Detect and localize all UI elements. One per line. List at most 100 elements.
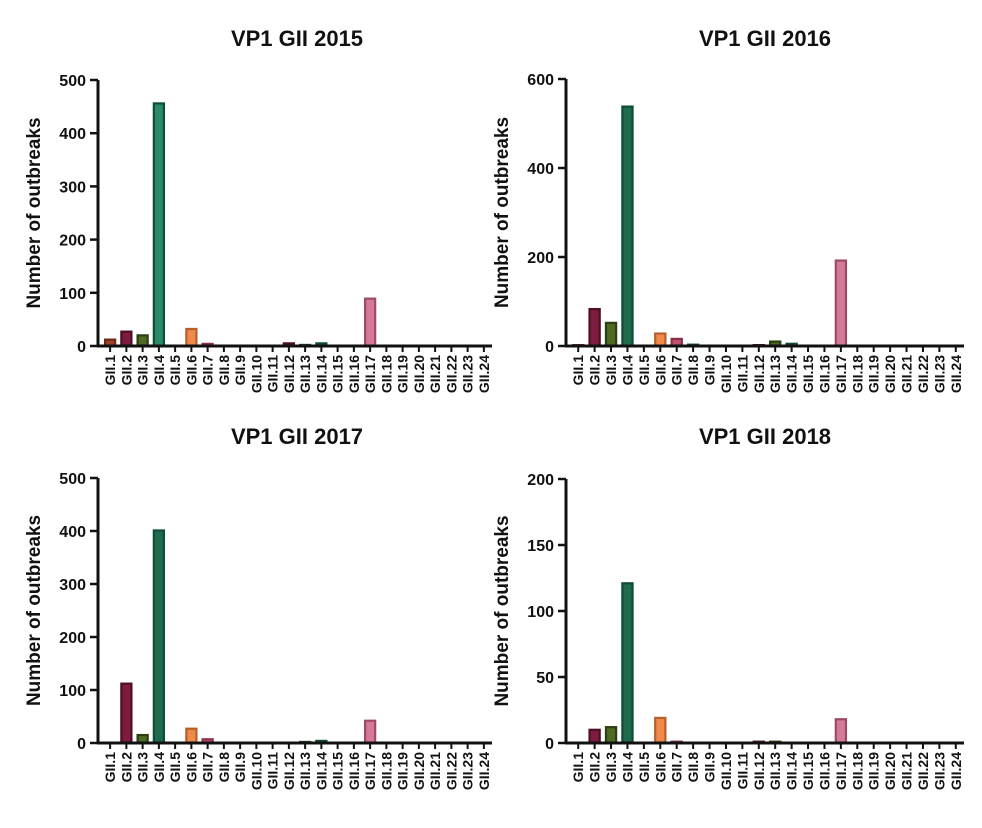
bar [834, 259, 848, 348]
x-category-label: GII.20 [411, 752, 427, 790]
x-category-label: GII.24 [948, 752, 964, 790]
y-tick-label: 500 [59, 73, 86, 90]
x-category-label: GII.7 [669, 752, 685, 783]
x-category-label: GII.17 [833, 355, 849, 393]
x-category-label: GII.13 [767, 355, 783, 393]
x-category-label: GII.12 [281, 355, 297, 393]
bar [185, 727, 198, 745]
chart-title: VP1 GII 2016 [699, 26, 831, 51]
x-category-label: GII.8 [216, 752, 232, 783]
x-category-label: GII.22 [915, 355, 931, 393]
x-category-label: GII.1 [570, 355, 586, 386]
x-category-label: GII.21 [899, 355, 915, 393]
x-category-label: GII.7 [200, 355, 216, 386]
x-category-label: GII.6 [183, 355, 199, 386]
y-tick-label: 300 [59, 577, 86, 594]
bar [654, 716, 667, 745]
y-tick-label: 50 [536, 670, 554, 687]
bar [588, 728, 601, 745]
bar [588, 307, 601, 348]
x-category-label: GII.9 [702, 752, 718, 783]
x-category-label: GII.24 [476, 355, 492, 393]
x-category-label: GII.23 [931, 752, 947, 790]
x-category-label: GII.14 [784, 752, 800, 790]
x-category-label: GII.4 [151, 355, 167, 386]
x-category-label: GII.18 [378, 355, 394, 393]
x-category-label: GII.3 [135, 355, 151, 386]
chart-title: VP1 GII 2018 [699, 424, 831, 449]
y-tick-label: 0 [77, 736, 86, 753]
x-category-label: GII.6 [652, 355, 668, 386]
x-category-label: GII.15 [330, 752, 346, 790]
x-category-label: GII.18 [849, 355, 865, 393]
x-category-label: GII.23 [931, 355, 947, 393]
bar [604, 726, 618, 745]
x-category-label: GII.21 [899, 752, 915, 790]
x-category-label: GII.20 [882, 355, 898, 393]
x-category-label: GII.7 [669, 355, 685, 386]
x-category-label: GII.23 [460, 752, 476, 790]
chart-title: VP1 GII 2017 [231, 424, 363, 449]
x-category-label: GII.24 [476, 752, 492, 790]
x-category-label: GII.4 [151, 752, 167, 783]
x-category-label: GII.7 [200, 752, 216, 783]
y-tick-label: 100 [59, 683, 86, 700]
y-tick-label: 200 [527, 250, 554, 267]
x-category-label: GII.2 [118, 752, 134, 783]
x-category-label: GII.2 [118, 355, 134, 386]
bar [185, 327, 198, 348]
x-category-label: GII.19 [866, 355, 882, 393]
x-category-label: GII.5 [167, 355, 183, 386]
y-axis-label: Number of outbreaks [492, 117, 513, 308]
x-category-label: GII.21 [427, 752, 443, 790]
x-category-label: GII.22 [443, 355, 459, 393]
x-category-label: GII.1 [102, 355, 118, 386]
y-tick-label: 0 [77, 339, 86, 356]
y-tick-label: 600 [527, 72, 554, 89]
y-tick-label: 200 [59, 233, 86, 250]
x-category-label: GII.12 [751, 752, 767, 790]
x-category-label: GII.13 [297, 752, 313, 790]
x-category-label: GII.3 [135, 752, 151, 783]
x-category-label: GII.2 [587, 355, 603, 386]
x-category-label: GII.2 [587, 752, 603, 783]
x-category-label: GII.4 [619, 355, 635, 386]
x-category-label: GII.1 [102, 752, 118, 783]
x-category-label: GII.19 [866, 752, 882, 790]
bar [604, 321, 618, 348]
bar [120, 330, 133, 348]
x-category-label: GII.11 [265, 752, 281, 790]
y-axis-label: Number of outbreaks [24, 117, 45, 308]
x-category-label: GII.10 [718, 355, 734, 393]
x-category-label: GII.16 [816, 355, 832, 393]
y-tick-label: 0 [545, 339, 554, 356]
x-category-label: GII.10 [248, 752, 264, 790]
x-category-label: GII.5 [636, 355, 652, 386]
chart-title: VP1 GII 2015 [231, 26, 363, 51]
x-category-label: GII.19 [395, 355, 411, 393]
x-category-label: GII.10 [248, 355, 264, 393]
x-category-label: GII.15 [800, 752, 816, 790]
bar [152, 529, 166, 745]
y-tick-label: 500 [59, 471, 86, 488]
y-tick-label: 300 [59, 179, 86, 196]
bar [834, 718, 848, 745]
x-category-label: GII.5 [167, 752, 183, 783]
y-axis-label: Number of outbreaks [24, 515, 45, 706]
bar [120, 682, 133, 745]
x-category-label: GII.20 [882, 752, 898, 790]
x-category-label: GII.3 [603, 752, 619, 783]
x-category-label: GII.14 [784, 355, 800, 393]
bar [621, 105, 634, 348]
x-category-label: GII.14 [313, 355, 329, 393]
bar [363, 719, 377, 745]
x-category-label: GII.9 [702, 355, 718, 386]
x-category-label: GII.18 [849, 752, 865, 790]
x-category-label: GII.11 [734, 752, 750, 790]
bar [136, 334, 149, 348]
y-tick-label: 100 [59, 286, 86, 303]
